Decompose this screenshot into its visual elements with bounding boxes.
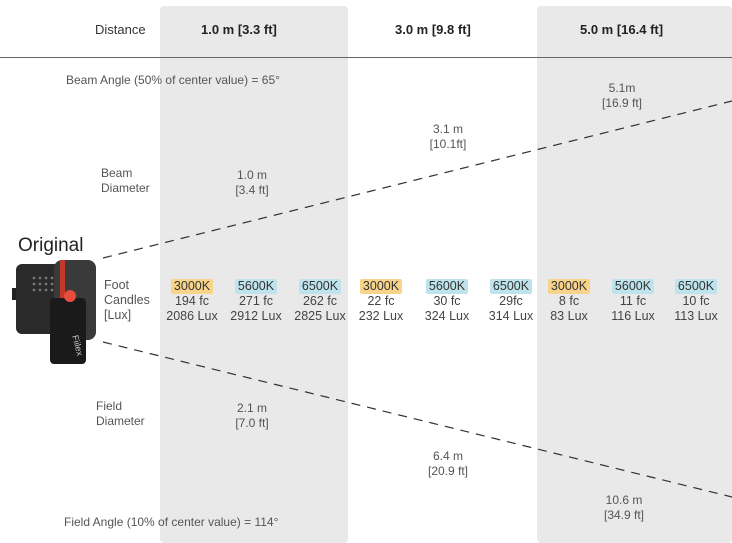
distance-3m: 3.0 m [9.8 ft] (395, 22, 471, 37)
beam-label-line1: Beam (101, 166, 133, 180)
fc-cell-5: 5600K 30 fc 324 Lux (418, 278, 476, 324)
beam-diameter-1m: 1.0 m [3.4 ft] (222, 168, 282, 198)
color-temp-badge: 3000K (547, 279, 591, 294)
beam-label-line2: Diameter (101, 181, 150, 195)
header-divider (0, 57, 732, 58)
fc-cell-1: 3000K 194 fc 2086 Lux (163, 278, 221, 324)
product-name: Original (18, 235, 84, 256)
field-3m-ft: [20.9 ft] (427, 464, 469, 478)
color-temp-badge: 5600K (425, 279, 469, 294)
beam-5m-ft: [16.9 ft] (601, 96, 643, 110)
lux-value: 314 Lux (488, 309, 534, 323)
band-1m (160, 6, 348, 543)
field-5m-ft: [34.9 ft] (603, 508, 645, 522)
color-temp-badge: 6500K (298, 279, 342, 294)
foot-candle-value: 271 fc (238, 294, 274, 308)
beam-3m-ft: [10.1ft] (429, 137, 467, 151)
beam-5m-m: 5.1m (608, 81, 636, 95)
foot-candle-value: 194 fc (174, 294, 210, 308)
fc-label-line1: Foot (104, 278, 130, 292)
fc-label-line3: [Lux] (104, 308, 132, 322)
field-1m-ft: [7.0 ft] (235, 416, 269, 430)
color-temp-badge: 6500K (489, 279, 533, 294)
color-temp-badge: 3000K (359, 279, 403, 294)
lux-value: 2912 Lux (230, 309, 282, 323)
fc-cell-2: 5600K 271 fc 2912 Lux (227, 278, 285, 324)
foot-candle-value: 30 fc (433, 294, 461, 308)
foot-candle-value: 8 fc (558, 294, 580, 308)
beam-1m-ft: [3.4 ft] (235, 183, 269, 197)
foot-candle-value: 10 fc (682, 294, 710, 308)
lux-value: 2086 Lux (166, 309, 218, 323)
distance-label: Distance (95, 22, 146, 37)
field-angle-label: Field Angle (10% of center value) = 114° (64, 515, 279, 529)
lux-value: 116 Lux (611, 309, 655, 323)
field-diameter-5m: 10.6 m [34.9 ft] (589, 493, 659, 523)
lux-value: 324 Lux (424, 309, 470, 323)
fc-cell-9: 6500K 10 fc 113 Lux (667, 278, 725, 324)
field-1m-m: 2.1 m (236, 401, 267, 415)
beam-diameter-label: Beam Diameter (101, 166, 150, 196)
fc-label-line2: Candles (104, 293, 150, 307)
lux-value: 83 Lux (550, 309, 588, 323)
field-diameter-3m: 6.4 m [20.9 ft] (413, 449, 483, 479)
color-temp-badge: 6500K (674, 279, 718, 294)
field-5m-m: 10.6 m (605, 493, 643, 507)
beam-diameter-5m: 5.1m [16.9 ft] (587, 81, 657, 111)
color-temp-badge: 5600K (611, 279, 655, 294)
beam-diameter-3m: 3.1 m [10.1ft] (413, 122, 483, 152)
field-diameter-1m: 2.1 m [7.0 ft] (222, 401, 282, 431)
foot-candles-label: Foot Candles [Lux] (104, 278, 150, 323)
fc-cell-4: 3000K 22 fc 232 Lux (352, 278, 410, 324)
fc-cell-7: 3000K 8 fc 83 Lux (540, 278, 598, 324)
fc-cell-6: 6500K 29fc 314 Lux (482, 278, 540, 324)
band-5m (537, 6, 732, 543)
field-lower-line (102, 341, 732, 498)
fc-cell-3: 6500K 262 fc 2825 Lux (291, 278, 349, 324)
lux-value: 2825 Lux (294, 309, 346, 323)
foot-candle-value: 29fc (499, 294, 523, 308)
beam-upper-line (102, 100, 732, 259)
light-fixture-image: Fiilex (12, 260, 96, 364)
distance-5m: 5.0 m [16.4 ft] (580, 22, 664, 37)
beam-1m-m: 1.0 m (236, 168, 267, 182)
distance-1m: 1.0 m [3.3 ft] (201, 22, 277, 37)
color-temp-badge: 3000K (170, 279, 214, 294)
beam-angle-label: Beam Angle (50% of center value) = 65° (66, 73, 280, 87)
foot-candle-value: 22 fc (367, 294, 395, 308)
field-label-line2: Diameter (96, 414, 145, 428)
fc-cell-8: 5600K 11 fc 116 Lux (604, 278, 662, 324)
lux-value: 113 Lux (674, 309, 718, 323)
field-3m-m: 6.4 m (432, 449, 463, 463)
field-label-line1: Field (96, 399, 123, 413)
beam-3m-m: 3.1 m (432, 122, 463, 136)
color-temp-badge: 5600K (234, 279, 278, 294)
lux-value: 232 Lux (358, 309, 404, 323)
field-diameter-label: Field Diameter (96, 399, 145, 429)
foot-candle-value: 11 fc (619, 294, 647, 308)
foot-candle-value: 262 fc (302, 294, 338, 308)
